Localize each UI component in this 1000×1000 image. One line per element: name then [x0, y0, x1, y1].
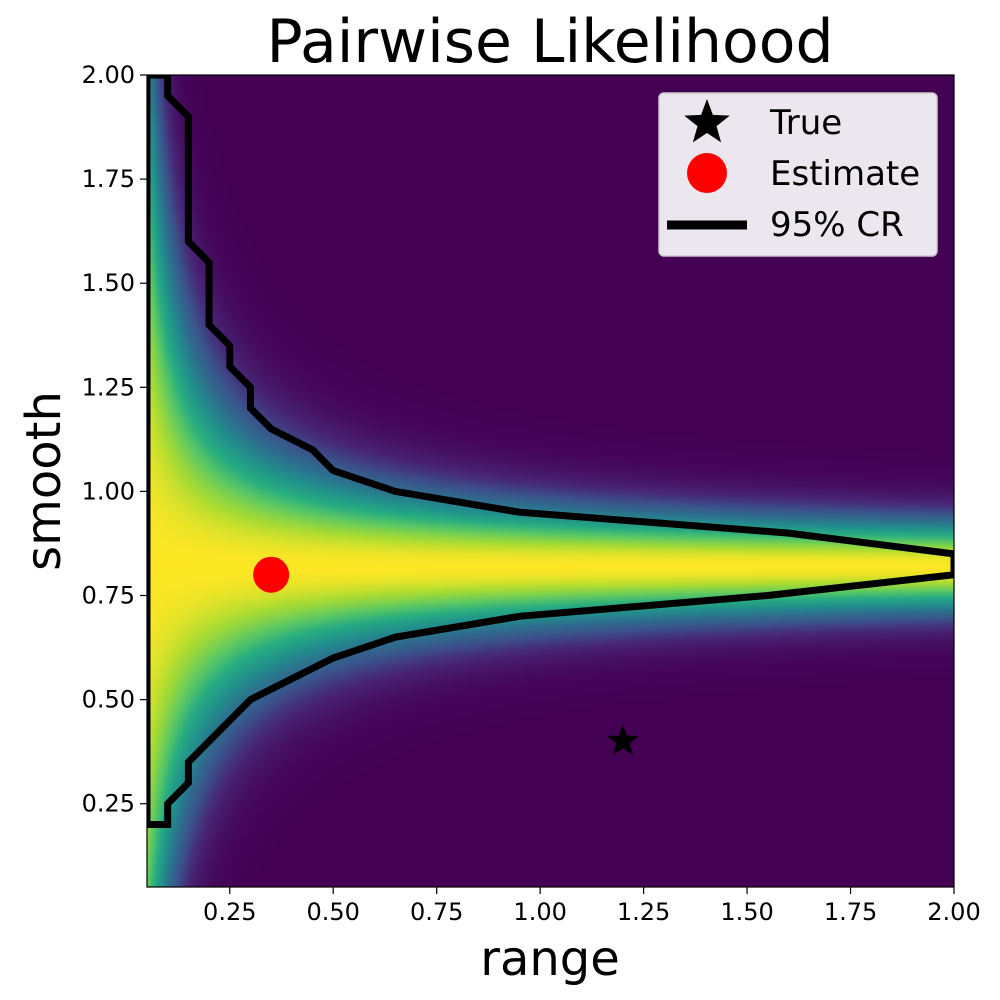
legend-box: [658, 92, 938, 257]
y-tick-label: 1.25: [82, 373, 135, 401]
plot-frame: [146, 74, 955, 888]
y-tick-label: 0.25: [82, 790, 135, 818]
x-tick-label: 1.00: [513, 898, 566, 926]
x-tick-label: 0.75: [410, 898, 463, 926]
y-tick-label: 0.75: [82, 582, 135, 610]
estimate-marker: [253, 556, 290, 593]
legend-circle-icon: [687, 153, 727, 193]
x-tick-label: 1.75: [824, 898, 877, 926]
credible-region-contour: [147, 75, 954, 828]
y-tick-label: 1.00: [82, 477, 135, 505]
y-axis-label: smooth: [16, 391, 72, 571]
x-tick-label: 2.00: [927, 898, 980, 926]
x-tick-label: 1.25: [617, 898, 670, 926]
y-axis-ticks: 0.25 0.50 0.75 1.00 1.25 1.50 1.75 2.00: [82, 61, 147, 818]
y-tick-label: 1.75: [82, 165, 135, 193]
x-tick-label: 1.50: [720, 898, 773, 926]
x-axis-label: range: [480, 931, 620, 987]
legend-label-estimate: Estimate: [770, 154, 920, 194]
true-value-star-marker: [606, 724, 640, 755]
x-tick-label: 0.25: [203, 898, 256, 926]
x-tick-label: 0.50: [307, 898, 360, 926]
legend-label-true: True: [769, 103, 842, 143]
legend-star-icon: [684, 99, 730, 143]
legend-label-cr: 95% CR: [770, 205, 904, 245]
x-axis-ticks: 0.25 0.50 0.75 1.00 1.25 1.50 1.75 2.00: [203, 887, 981, 926]
y-tick-label: 0.50: [82, 686, 135, 714]
y-tick-label: 2.00: [82, 61, 135, 89]
legend: True Estimate 95% CR: [658, 92, 938, 257]
chart-title: Pairwise Likelihood: [266, 7, 833, 77]
y-tick-label: 1.50: [82, 269, 135, 297]
